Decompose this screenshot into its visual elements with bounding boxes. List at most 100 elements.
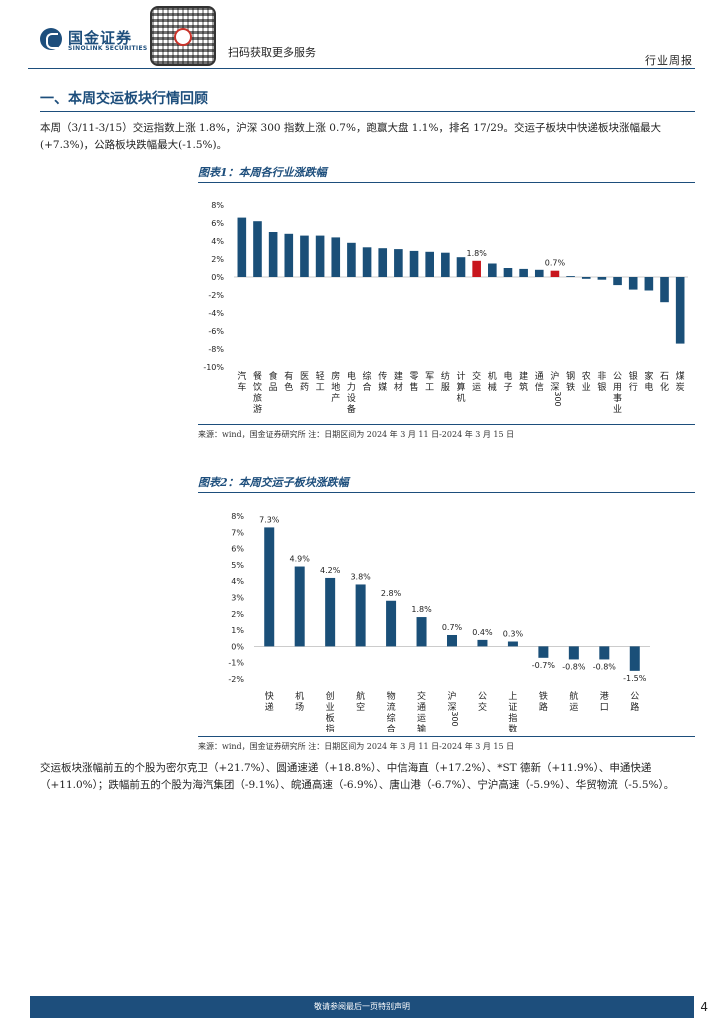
category-label: 旅: [253, 392, 262, 404]
y-tick-label: 0%: [211, 273, 224, 282]
category-label: 航: [569, 690, 578, 702]
intro-paragraph: 本周（3/11-3/15）交运指数上涨 1.8%，沪深 300 指数上涨 0.7…: [40, 122, 662, 151]
bar: [284, 233, 294, 277]
category-label: 色: [284, 381, 293, 393]
header-divider: [28, 68, 695, 69]
category-label: 创: [326, 690, 335, 702]
data-label: 4.2%: [320, 566, 341, 575]
company-name-cn: 国金证券: [68, 29, 133, 47]
category-label: 通: [535, 371, 544, 382]
figure1-source: 来源：wind，国金证券研究所 注：日期区间为 2024 年 3 月 11 日-…: [198, 430, 515, 439]
category-label: 铁: [539, 690, 548, 702]
category-label: 地: [331, 381, 340, 393]
bar: [386, 600, 397, 647]
category-label: 深: [447, 702, 456, 713]
data-label: 0.7%: [442, 623, 463, 632]
category-label: 交: [472, 370, 481, 382]
category-label: 算: [456, 381, 465, 393]
bar: [264, 527, 275, 647]
bar: [472, 260, 481, 277]
figure2-bottom-divider: [198, 736, 695, 737]
category-label: 有: [284, 370, 293, 382]
category-label: 建: [519, 370, 528, 382]
category-label: 机: [488, 370, 497, 382]
category-label: 媒: [378, 382, 387, 393]
category-label: 钢: [566, 370, 575, 382]
category-label: 业: [326, 702, 335, 713]
bar: [441, 252, 450, 277]
company-name-en: SINOLINK SECURITIES: [68, 45, 148, 52]
figure1-title: 图表1：本周各行业涨跌幅: [198, 166, 327, 179]
bar: [550, 270, 560, 277]
y-tick-label: -2%: [208, 291, 224, 300]
category-label: 游: [253, 403, 262, 415]
y-tick-label: 6%: [231, 545, 244, 554]
category-label: 行: [629, 381, 638, 393]
figure2-title: 图表2：本周交运子板块涨跌幅: [198, 476, 349, 489]
bar: [675, 277, 685, 344]
category-label: 快: [265, 690, 274, 702]
y-tick-label: 7%: [231, 528, 244, 537]
category-label: 场: [295, 702, 304, 713]
y-tick-label: 5%: [231, 561, 244, 570]
qr-center-logo-icon: [174, 28, 192, 46]
category-label: 医: [300, 371, 309, 382]
category-label: 300: [553, 391, 562, 406]
bar: [534, 269, 544, 277]
bar: [300, 235, 309, 277]
figure2-top-divider: [198, 492, 695, 493]
bar: [394, 249, 403, 277]
category-label: 证: [508, 702, 517, 713]
bar: [507, 641, 518, 647]
category-label: 沪: [550, 370, 559, 382]
bar: [660, 277, 669, 303]
bar: [538, 646, 549, 658]
section-title: 一、本周交运板块行情回顾: [40, 91, 208, 107]
category-label: 板: [326, 712, 335, 724]
bar: [628, 277, 638, 290]
category-label: 通: [417, 702, 426, 713]
bar: [268, 232, 278, 277]
category-label: 力: [347, 381, 356, 393]
category-label: 数: [508, 723, 517, 732]
category-label: 建: [394, 370, 403, 382]
category-label: 运: [417, 713, 426, 724]
category-label: 指: [508, 712, 517, 724]
y-tick-label: 8%: [231, 512, 244, 521]
data-label: 0.7%: [545, 259, 566, 268]
category-label: 药: [300, 382, 309, 393]
category-label: 银: [597, 381, 606, 393]
y-tick-label: 0%: [231, 642, 244, 651]
data-label: 3.8%: [350, 572, 371, 581]
category-label: 递: [265, 701, 274, 713]
data-label: 0.3%: [503, 630, 524, 639]
category-label: 备: [347, 403, 356, 415]
category-label: 合: [363, 381, 372, 393]
category-label: 化: [660, 381, 669, 393]
bar: [503, 268, 513, 277]
category-label: 材: [394, 381, 403, 393]
category-label: 售: [410, 381, 419, 393]
y-tick-label: 1%: [231, 626, 244, 635]
data-label: 4.9%: [290, 555, 311, 564]
category-label: 计: [456, 370, 465, 382]
bar: [347, 242, 356, 277]
y-tick-label: 8%: [211, 201, 224, 210]
category-label: 煤: [676, 370, 685, 382]
category-label: 炭: [676, 382, 685, 393]
category-label: 路: [630, 701, 639, 713]
page-number: 4: [700, 1000, 708, 1014]
category-label: 电: [347, 370, 356, 382]
category-label: 运: [472, 382, 481, 393]
category-label: 石: [660, 372, 669, 382]
category-label: 机: [456, 392, 465, 404]
category-label: 筑: [519, 381, 528, 393]
bar: [425, 251, 434, 277]
category-label: 餐: [253, 370, 262, 382]
category-label: 产: [331, 392, 340, 404]
category-label: 公: [478, 691, 487, 702]
section-divider: [40, 111, 695, 112]
y-tick-label: -2%: [228, 675, 244, 684]
category-label: 机: [295, 690, 304, 702]
